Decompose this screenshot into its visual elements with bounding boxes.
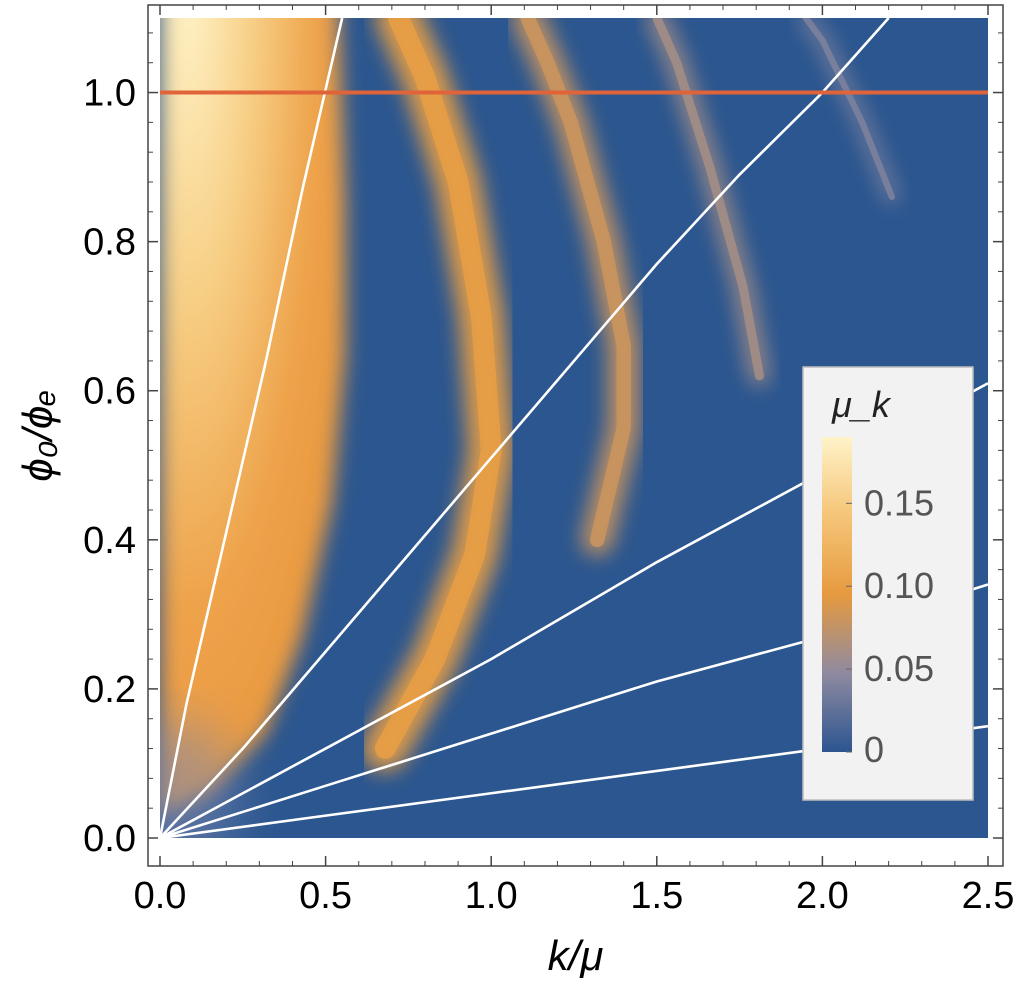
colorbar-tick-label: 0.10 [864,565,934,606]
colorbar-tick-label: 0.15 [864,482,934,523]
y-tick-label: 0.6 [83,371,136,413]
instability-band-core-4 [652,18,764,381]
instability-band-core-5 [802,18,896,201]
series-line-2 [160,18,890,838]
instability-bands [160,18,899,838]
y-tick-label: 0.4 [83,520,136,562]
colorbar-ramp [822,437,852,752]
y-axis-title: ϕ₀/ϕₑ [14,389,61,481]
x-axis-title: k/μ [548,932,604,979]
y-axis-ticks: 0.0 0.2 0.4 0.6 0.8 1.0 [83,32,1003,860]
y-tick-label: 0.0 [83,818,136,860]
colorbar-tick-label: 0.05 [864,648,934,689]
colorbar-legend: μ_k 0 0.05 0.10 0.15 [802,366,974,801]
colorbar-tick-label: 0 [864,729,884,770]
instability-band-core-3 [520,18,631,548]
x-tick-label: 2.0 [796,875,849,917]
y-tick-label: 1.0 [83,73,136,115]
band-1-origin-fade [160,720,240,838]
y-tick-label: 0.8 [83,222,136,264]
x-tick-label: 0.0 [134,875,187,917]
x-tick-label: 2.5 [962,875,1015,917]
x-axis-ticks: 0.0 0.5 1.0 1.5 2.0 2.5 [134,5,1015,917]
x-tick-label: 0.5 [299,875,352,917]
instability-band-1 [160,18,346,838]
x-tick-label: 1.0 [465,875,518,917]
colorbar-ticks: 0 0.05 0.10 0.15 [846,482,934,770]
y-tick-label: 0.2 [83,669,136,711]
x-tick-label: 1.5 [630,875,683,917]
colorbar-title: μ_k [831,384,892,425]
instability-band-core-2 [374,18,502,759]
series-line-1 [160,18,344,838]
plot-frame [147,4,1004,867]
